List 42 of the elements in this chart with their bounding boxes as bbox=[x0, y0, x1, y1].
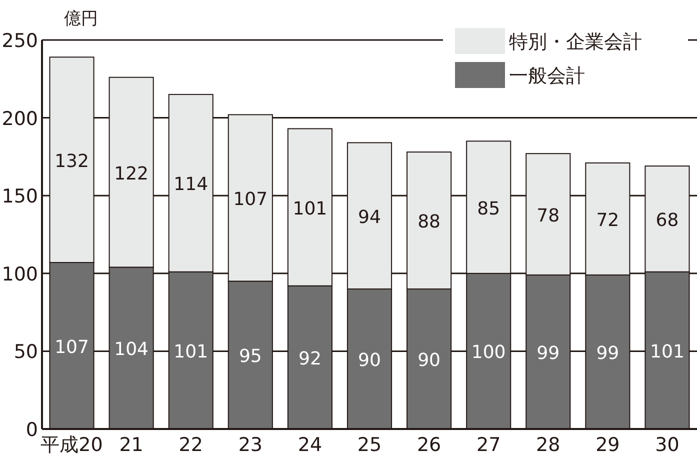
x-tick-label: 30 bbox=[655, 434, 680, 455]
data-label: 72 bbox=[596, 210, 620, 231]
y-tick-label: 250 bbox=[2, 30, 38, 52]
data-label: 101 bbox=[650, 341, 684, 362]
x-tick-label: 28 bbox=[536, 434, 560, 455]
data-label: 95 bbox=[238, 346, 262, 368]
data-label: 107 bbox=[233, 188, 268, 210]
data-label: 99 bbox=[536, 342, 560, 364]
data-label: 114 bbox=[174, 174, 208, 196]
data-label: 122 bbox=[114, 163, 148, 184]
data-label: 68 bbox=[656, 210, 679, 231]
data-label: 101 bbox=[292, 198, 328, 220]
y-tick-label: 50 bbox=[14, 341, 38, 364]
x-tick-label: 27 bbox=[476, 434, 501, 455]
x-tick-label: 21 bbox=[119, 434, 144, 455]
data-label: 107 bbox=[54, 336, 89, 358]
data-label: 85 bbox=[477, 198, 500, 220]
y-tick-label: 0 bbox=[26, 419, 38, 441]
data-label: 90 bbox=[358, 350, 381, 371]
legend-label: 特別・企業会計 bbox=[509, 31, 642, 53]
x-tick-label: 平成20 bbox=[40, 434, 103, 455]
data-label: 100 bbox=[471, 342, 506, 364]
data-label: 99 bbox=[596, 342, 620, 364]
y-axis-title: 億円 bbox=[64, 9, 98, 29]
x-tick-label: 25 bbox=[357, 434, 382, 455]
y-tick-label: 150 bbox=[2, 186, 38, 208]
legend-label: 一般会計 bbox=[509, 65, 585, 87]
data-label: 92 bbox=[298, 348, 322, 370]
x-tick-label: 22 bbox=[178, 434, 203, 455]
x-tick-label: 26 bbox=[416, 434, 442, 455]
x-tick-label: 23 bbox=[238, 434, 263, 455]
data-label: 88 bbox=[418, 211, 440, 232]
data-label: 101 bbox=[174, 341, 208, 362]
data-label: 132 bbox=[54, 150, 89, 172]
y-tick-label: 100 bbox=[2, 263, 38, 286]
data-label: 104 bbox=[114, 339, 148, 360]
data-label: 78 bbox=[536, 205, 560, 226]
y-tick-label: 200 bbox=[2, 108, 38, 130]
data-label: 90 bbox=[418, 350, 440, 371]
x-tick-label: 29 bbox=[596, 434, 620, 455]
x-tick-label: 24 bbox=[298, 434, 322, 455]
data-label: 94 bbox=[358, 206, 381, 228]
